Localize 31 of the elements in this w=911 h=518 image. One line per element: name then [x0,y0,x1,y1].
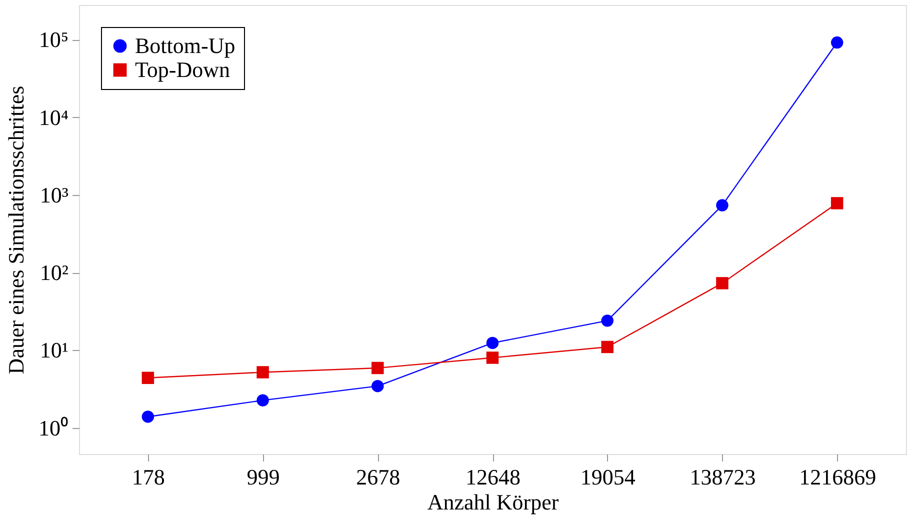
point [601,314,614,327]
x-tick-label: 138723 [690,464,756,490]
legend-label: Top-Down [135,57,230,82]
point [601,340,614,354]
y-tick-label: 10⁰ [38,415,68,440]
x-tick-label: 1216869 [799,464,876,490]
point [716,199,728,212]
point [142,372,154,384]
point [830,197,844,210]
x-axis-title: Anzahl Körper [427,490,560,514]
point [372,380,384,392]
point [486,336,499,350]
y-axis-title: Dauer eines Simulationsschrittes [4,86,28,374]
point [716,277,728,290]
y-tick-label: 10⁴ [38,104,69,130]
point [830,36,844,49]
y-tick-label: 10² [40,260,69,286]
y-tick-label: 10³ [40,182,69,208]
point [256,394,269,406]
legend-label: Bottom-Up [135,33,236,58]
point [486,352,499,364]
x-tick-label: 999 [246,464,280,490]
x-tick-label: 2678 [356,464,400,490]
point [142,410,154,423]
point [372,362,384,374]
x-tick-label: 178 [132,464,165,490]
x-tick-label: 19054 [580,464,636,490]
x-tick-label: 12648 [466,464,520,490]
y-tick-label: 10⁵ [38,27,68,52]
point [256,366,269,378]
y-tick-label: 10¹ [40,338,68,363]
